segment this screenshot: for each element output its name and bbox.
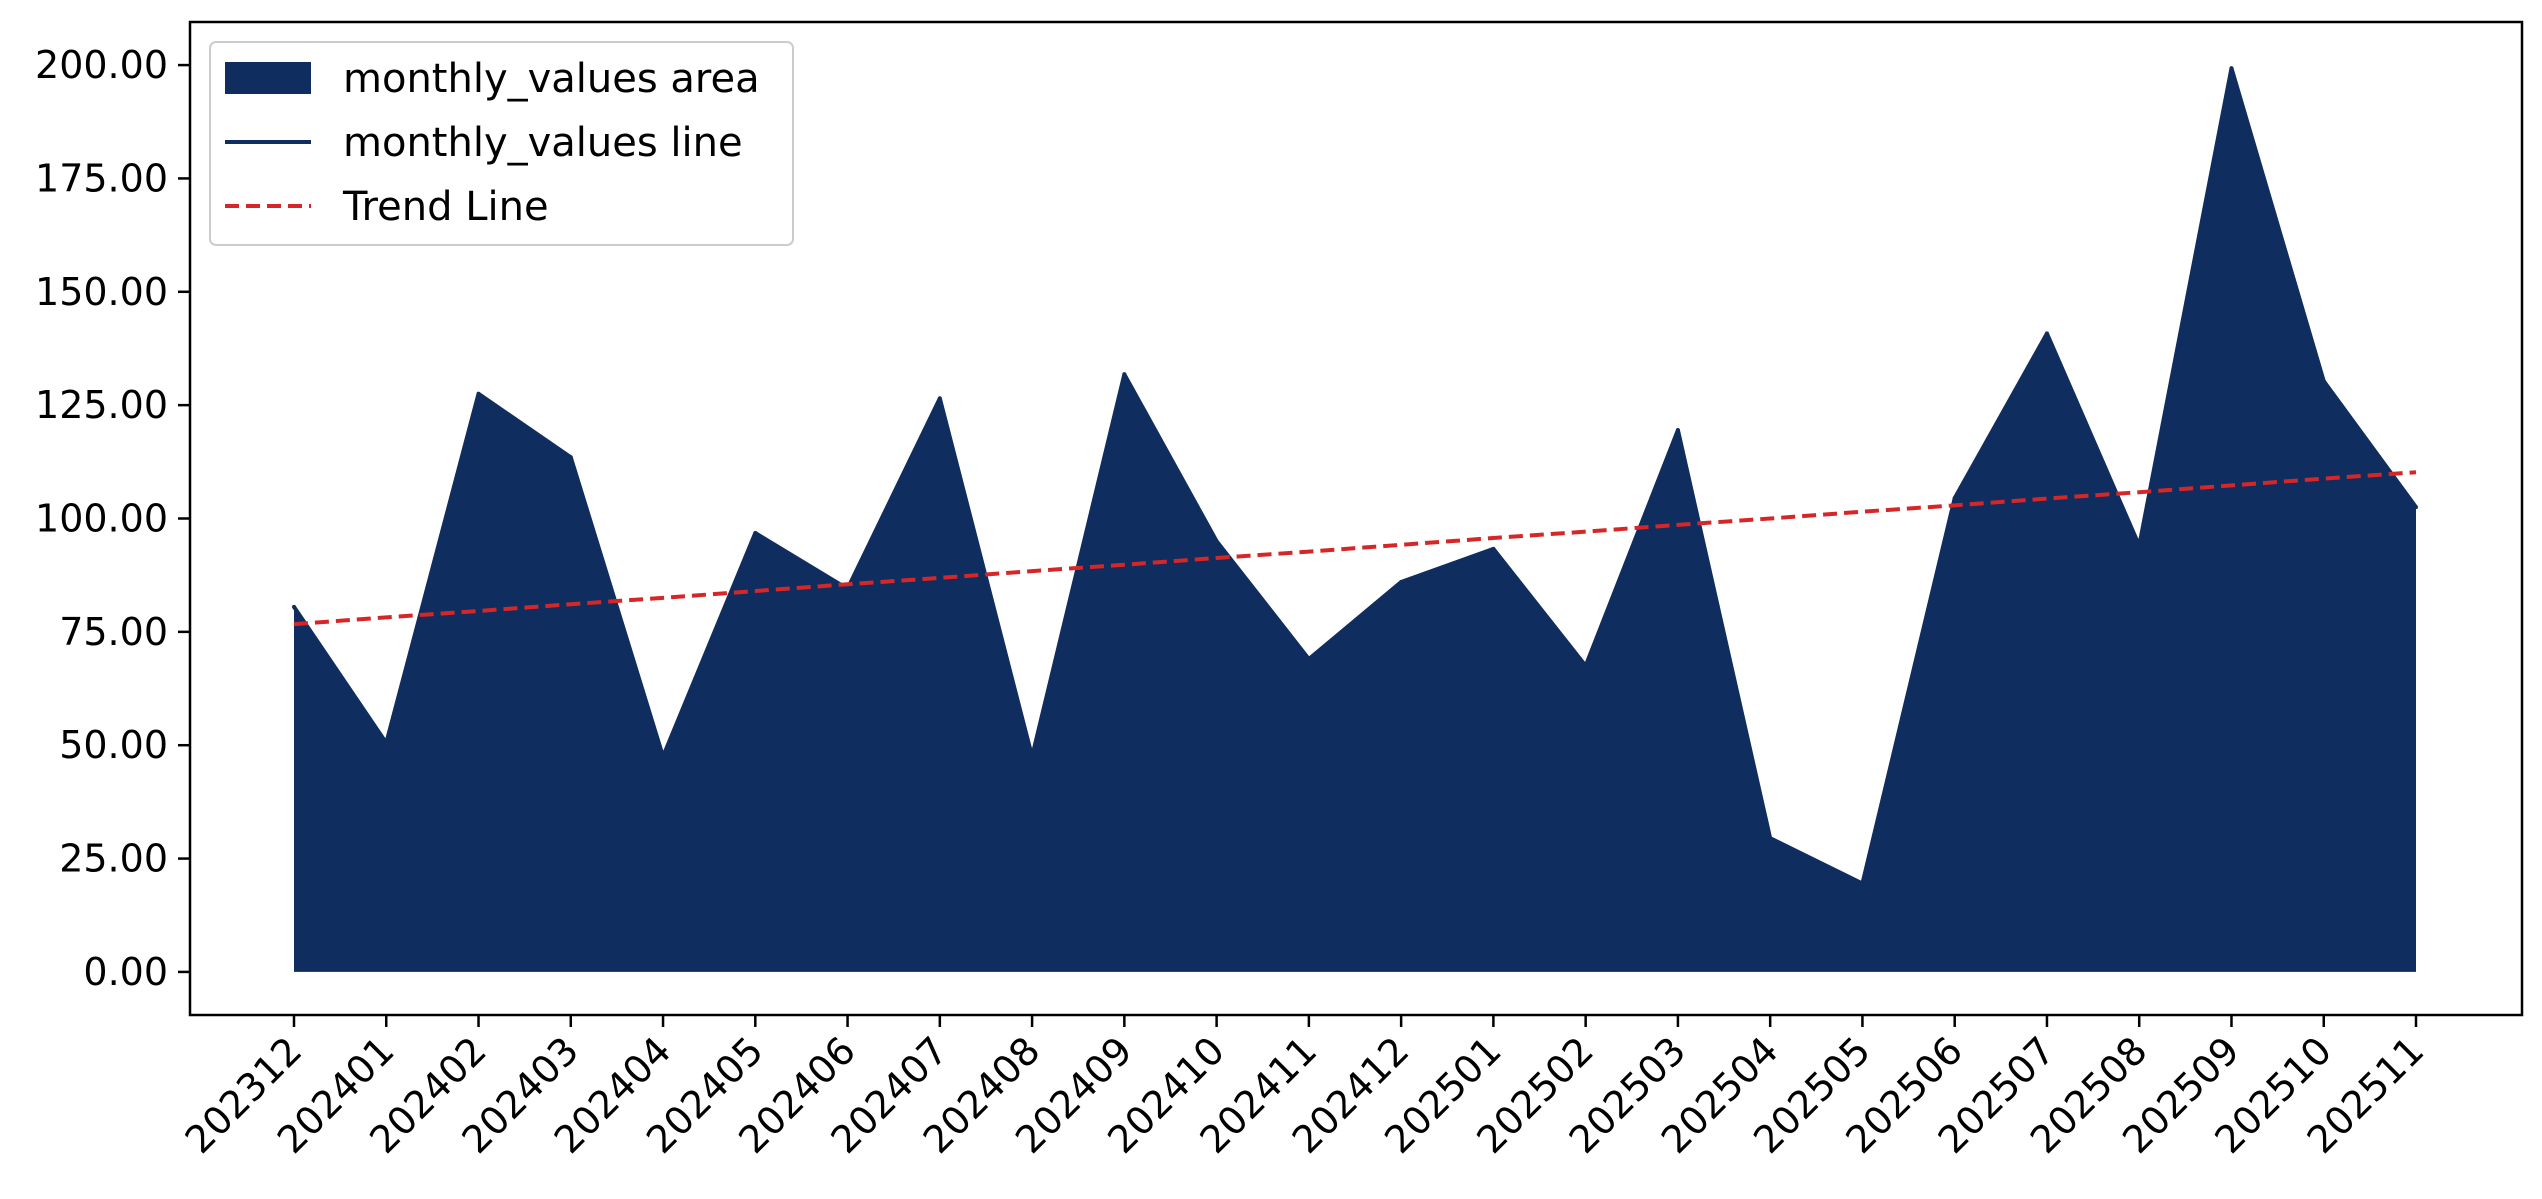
data-point-202505 (1860, 881, 1865, 886)
data-point-202511 (2414, 505, 2418, 510)
y-tick-label: 75.00 (59, 610, 168, 654)
data-point-202504 (1768, 836, 1773, 841)
data-point-202409 (1122, 372, 1127, 377)
legend-box (209, 41, 794, 246)
y-tick-label: 100.00 (35, 497, 168, 541)
data-point-202503 (1675, 428, 1680, 433)
y-tick-label: 50.00 (59, 723, 168, 767)
y-tick-label: 175.00 (35, 156, 168, 200)
plot-area (292, 66, 2418, 972)
data-point-202312 (292, 604, 296, 609)
data-point-202402 (476, 391, 481, 396)
data-point-202508 (2137, 543, 2142, 548)
y-tick-label: 150.00 (35, 270, 168, 314)
legend-swatch-area (225, 62, 311, 94)
data-point-202405 (753, 531, 758, 536)
y-tick-label: 0.00 (83, 950, 168, 994)
data-point-202403 (568, 455, 573, 460)
data-point-202401 (384, 740, 389, 745)
data-point-202412 (1399, 579, 1404, 584)
data-point-202501 (1491, 546, 1496, 551)
data-point-202410 (1214, 539, 1219, 544)
line-series-monthly-values (292, 66, 2418, 886)
data-point-202408 (1030, 754, 1035, 759)
data-point-202507 (2044, 331, 2049, 336)
data-point-202502 (1583, 663, 1588, 668)
area-series-monthly-values (294, 68, 2416, 972)
data-point-202404 (661, 754, 666, 759)
y-tick-label: 200.00 (35, 43, 168, 87)
data-point-202509 (2229, 66, 2234, 71)
legend-label: Trend Line (342, 184, 549, 230)
data-point-202510 (2321, 379, 2326, 384)
trend-line (293, 470, 2417, 627)
data-point-202407 (937, 396, 942, 401)
data-point-202506 (1952, 496, 1957, 501)
legend-label: monthly_values area (343, 56, 760, 102)
data-point-202411 (1306, 657, 1311, 662)
data-point-202406 (845, 586, 850, 591)
y-tick-label: 25.00 (59, 837, 168, 881)
legend-label: monthly_values line (343, 120, 743, 166)
legend: monthly_values area monthly_values line Tr… (209, 41, 794, 246)
y-tick-label: 125.00 (35, 383, 168, 427)
